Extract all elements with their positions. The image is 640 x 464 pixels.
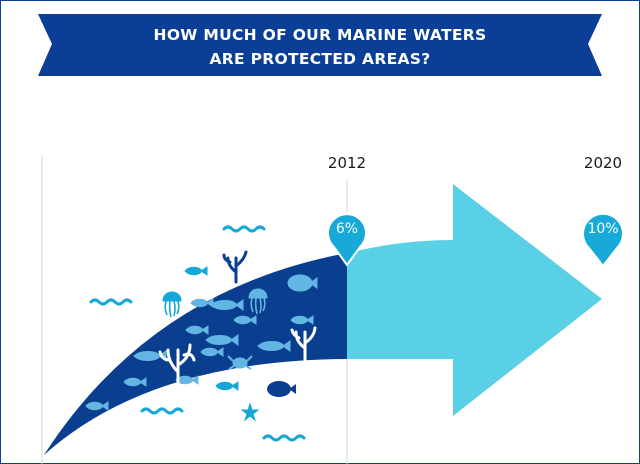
starfish-icon bbox=[240, 402, 260, 422]
jellyfish-icon bbox=[162, 291, 182, 318]
wave-icon bbox=[222, 225, 266, 233]
pin-2012-label: 6% bbox=[336, 221, 358, 237]
pin-2020-label: 10% bbox=[587, 221, 618, 237]
wave-icon bbox=[262, 434, 306, 442]
marine-life-group bbox=[85, 274, 318, 411]
seaweed-white-group bbox=[158, 326, 317, 390]
flatfish-icon bbox=[267, 381, 296, 397]
year-2012-label: 2012 bbox=[328, 154, 366, 172]
outside-life-group bbox=[162, 266, 260, 422]
seaweed-icon bbox=[158, 343, 196, 390]
protected-area-shape bbox=[44, 253, 347, 455]
title-line-2: ARE PROTECTED AREAS? bbox=[209, 50, 430, 68]
seaweed-dark-icon bbox=[222, 250, 248, 284]
fish-icon bbox=[215, 381, 239, 391]
crab-icon bbox=[227, 355, 253, 370]
fish-icon bbox=[184, 266, 208, 276]
target-arrow bbox=[347, 184, 602, 416]
seaweed-icon bbox=[290, 326, 317, 362]
title-banner: HOW MUCH OF OUR MARINE WATERS ARE PROTEC… bbox=[38, 14, 602, 76]
year-2020-label: 2020 bbox=[584, 154, 622, 172]
wave-icon bbox=[140, 407, 184, 415]
title-line-1: HOW MUCH OF OUR MARINE WATERS bbox=[154, 26, 487, 44]
pin-2012: 6% bbox=[327, 213, 367, 267]
wave-icon bbox=[89, 298, 133, 306]
pin-2020: 10% bbox=[582, 212, 624, 268]
